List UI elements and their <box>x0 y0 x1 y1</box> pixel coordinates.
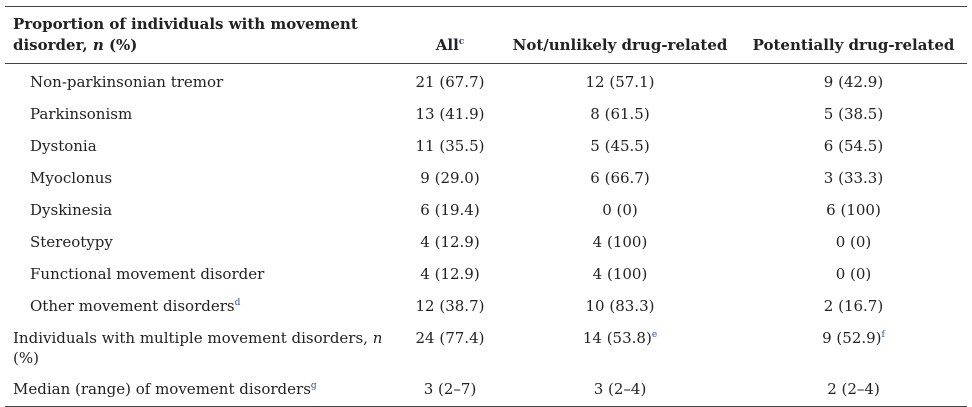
row-label-text: Myoclonus <box>30 169 113 187</box>
median-label: Median (range) of movement disordersg <box>5 372 400 407</box>
cell-not-drug-related: 0 (0) <box>602 201 638 219</box>
row-label-text: Dyskinesia <box>30 201 113 219</box>
cell-potentially-drug-related: 9 (42.9) <box>823 73 884 91</box>
table-row: Non-parkinsonian tremor 21 (67.7) 12 (57… <box>5 64 967 99</box>
row-label-text: Stereotypy <box>30 233 113 251</box>
cell-not-drug-related: 4 (100) <box>592 265 648 283</box>
table-row: Dystonia 11 (35.5) 5 (45.5) 6 (54.5) <box>5 130 967 162</box>
row-label: Non-parkinsonian tremor <box>5 64 400 99</box>
header-proportion-line2-pre: disorder, <box>13 36 93 54</box>
header-all-label: All <box>435 36 459 54</box>
row-label-text: Functional movement disorder <box>30 265 265 283</box>
cell-potentially-drug-related: 9 (52.9)f <box>740 322 967 372</box>
row-label: Other movement disordersd <box>5 290 400 322</box>
header-n: n <box>92 36 104 54</box>
row-label: Dystonia <box>5 130 400 162</box>
cell-all: 6 (19.4) <box>420 201 480 219</box>
row-label-text: Dystonia <box>30 137 97 155</box>
table-row: Myoclonus 9 (29.0) 6 (66.7) 3 (33.3) <box>5 162 967 194</box>
cell-potentially-drug-related: 0 (0) <box>835 265 872 283</box>
cell-all: 24 (77.4) <box>415 329 485 347</box>
cell-all: 21 (67.7) <box>415 73 485 91</box>
row-label-text: Non-parkinsonian tremor <box>30 73 224 91</box>
cell-footnote: e <box>651 330 658 340</box>
cell-not-drug-related: 14 (53.8)e <box>500 322 740 372</box>
multiple-label-line1: Individuals with multiple movement disor… <box>13 329 373 347</box>
row-label-footnote: d <box>234 298 241 308</box>
row-label: Dyskinesia <box>5 194 400 226</box>
header-not-drug-related: Not/unlikely drug-related <box>500 6 740 64</box>
cell-value: 9 (52.9) <box>822 329 882 347</box>
cell-not-drug-related: 8 (61.5) <box>590 105 650 123</box>
cell-potentially-drug-related: 6 (100) <box>826 201 881 219</box>
movement-disorders-table: Proportion of individuals with movement … <box>5 6 967 407</box>
row-label: Myoclonus <box>5 162 400 194</box>
cell-potentially-drug-related: 6 (54.5) <box>823 137 884 155</box>
table-row: Functional movement disorder 4 (12.9) 4 … <box>5 258 967 290</box>
row-label: Parkinsonism <box>5 98 400 130</box>
multiple-label-line2: (%) <box>13 349 39 367</box>
cell-all: 13 (41.9) <box>415 105 485 123</box>
header-all: Allc <box>400 6 500 64</box>
table-row: Dyskinesia 6 (19.4) 0 (0) 6 (100) <box>5 194 967 226</box>
multiple-disorders-label: Individuals with multiple movement disor… <box>5 322 400 372</box>
cell-not-drug-related: 5 (45.5) <box>590 137 650 155</box>
header-all-footnote: c <box>458 37 465 47</box>
multiple-label-n: n <box>372 329 383 347</box>
header-potentially-drug-related: Potentially drug-related <box>740 6 967 64</box>
cell-all: 3 (2–7) <box>400 372 500 407</box>
cell-not-drug-related: 6 (66.7) <box>590 169 650 187</box>
row-label-text: Parkinsonism <box>30 105 133 123</box>
cell-all: 9 (29.0) <box>420 169 480 187</box>
table-row-multiple-disorders: Individuals with multiple movement disor… <box>5 322 967 372</box>
cell-all: 4 (12.9) <box>420 233 480 251</box>
cell-all: 12 (38.7) <box>415 297 485 315</box>
cell-not-drug-related: 10 (83.3) <box>585 297 655 315</box>
row-label-text: Other movement disorders <box>30 297 235 315</box>
cell-footnote: f <box>881 330 885 340</box>
cell-potentially-drug-related: 3 (33.3) <box>823 169 884 187</box>
table-row: Other movement disordersd 12 (38.7) 10 (… <box>5 290 967 322</box>
cell-not-drug-related: 3 (2–4) <box>500 372 740 407</box>
median-label-text: Median (range) of movement disorders <box>13 380 311 398</box>
cell-value: 14 (53.8) <box>582 329 652 347</box>
row-label: Stereotypy <box>5 226 400 258</box>
cell-potentially-drug-related: 0 (0) <box>835 233 872 251</box>
cell-potentially-drug-related: 5 (38.5) <box>823 105 884 123</box>
median-label-footnote: g <box>310 381 317 391</box>
cell-not-drug-related: 12 (57.1) <box>585 73 655 91</box>
cell-potentially-drug-related: 2 (16.7) <box>823 297 884 315</box>
cell-potentially-drug-related: 2 (2–4) <box>740 372 967 407</box>
table-row: Stereotypy 4 (12.9) 4 (100) 0 (0) <box>5 226 967 258</box>
cell-not-drug-related: 4 (100) <box>592 233 648 251</box>
table-row: Parkinsonism 13 (41.9) 8 (61.5) 5 (38.5) <box>5 98 967 130</box>
table-header-row: Proportion of individuals with movement … <box>5 6 967 64</box>
row-label: Functional movement disorder <box>5 258 400 290</box>
header-proportion: Proportion of individuals with movement … <box>5 6 400 64</box>
cell-all: 4 (12.9) <box>420 265 480 283</box>
cell-all: 11 (35.5) <box>415 137 485 155</box>
table-row-median: Median (range) of movement disordersg 3 … <box>5 372 967 407</box>
header-proportion-line2-post: (%) <box>103 36 138 54</box>
results-table-container: Proportion of individuals with movement … <box>5 6 967 407</box>
header-proportion-line1: Proportion of individuals with movement <box>13 15 358 33</box>
